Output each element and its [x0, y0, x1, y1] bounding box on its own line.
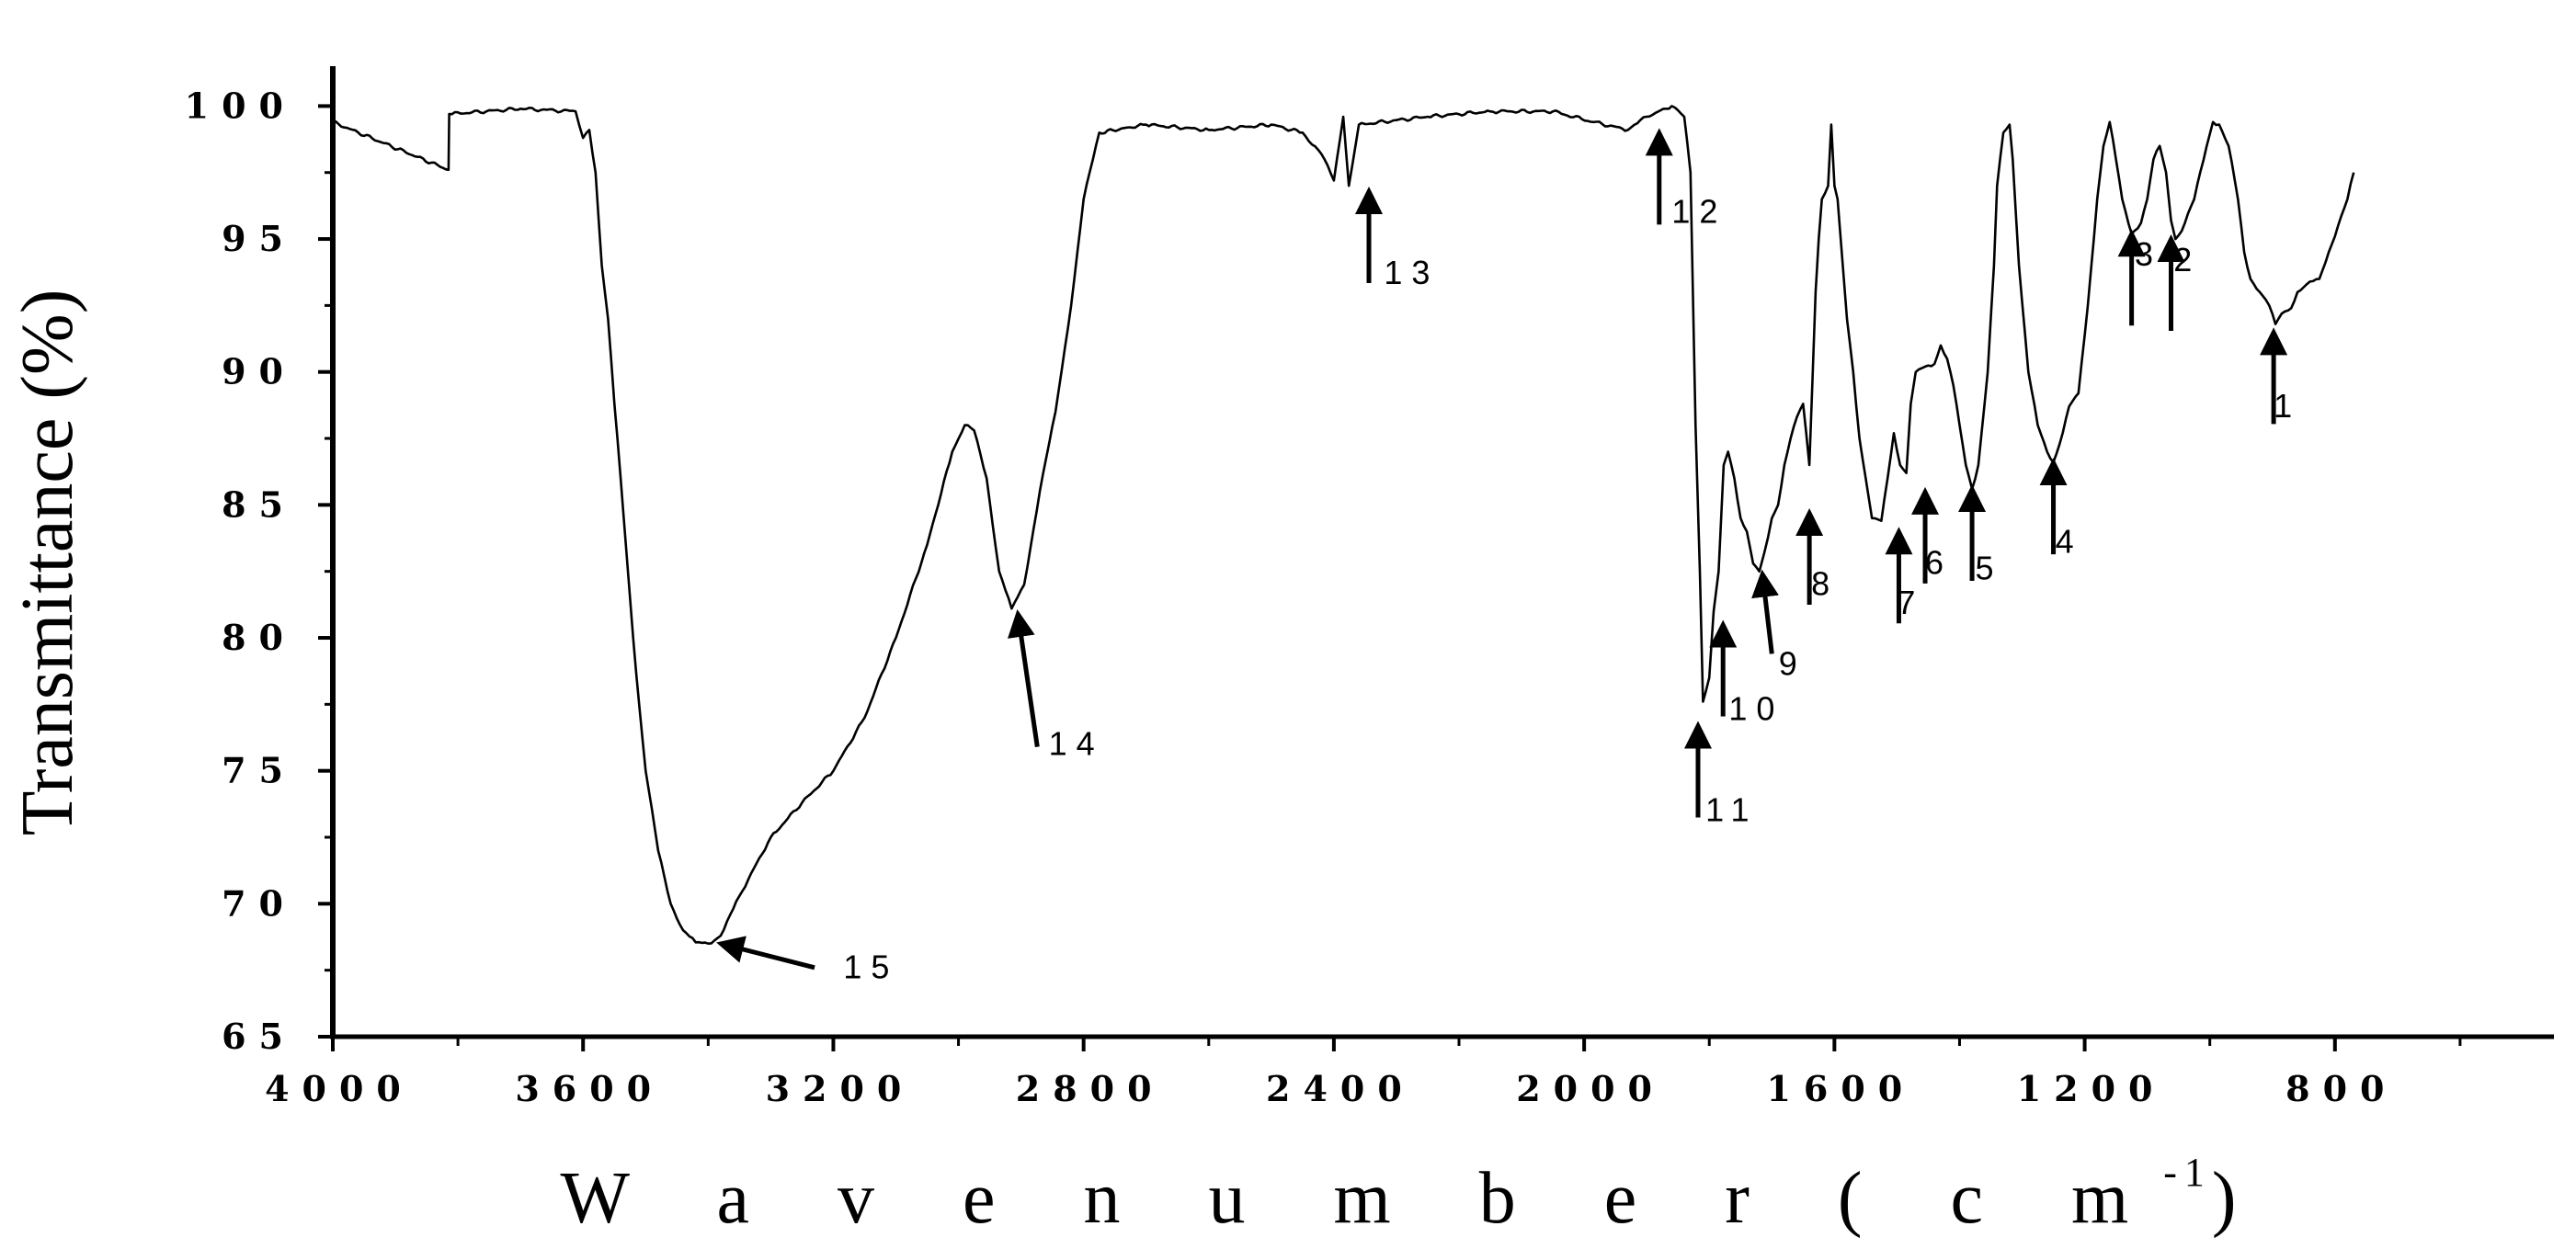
peak-label: 10 [1728, 690, 1784, 728]
y-tick-label: 95 [222, 218, 296, 259]
spectrum-line [332, 105, 2355, 945]
y-tick-label: 70 [222, 882, 296, 924]
peak-marker-15: 15 [716, 936, 898, 985]
y-tick-label: 90 [222, 351, 296, 392]
peak-label: 12 [1671, 193, 1727, 231]
peak-marker-4: 4 [2039, 458, 2083, 560]
x-tick-label: 800 [2285, 1068, 2397, 1109]
peak-label: 7 [1897, 584, 1924, 621]
spectrum-series [332, 105, 2355, 945]
y-tick-label: 75 [222, 750, 296, 791]
y-tick-label: 85 [222, 483, 296, 525]
peak-marker-9: 9 [1751, 569, 1807, 683]
peak-label: 14 [1049, 724, 1104, 762]
peak-marker-6: 6 [1911, 486, 1953, 584]
x-tick-label: 4000 [265, 1068, 414, 1109]
peak-label: 11 [1705, 791, 1758, 829]
y-tick-label: 80 [222, 617, 296, 658]
peak-arrow [1751, 569, 1779, 654]
peak-label: 2 [2173, 241, 2201, 278]
x-tick-label: 3600 [515, 1068, 664, 1109]
peak-marker-13: 13 [1355, 186, 1439, 291]
x-tick-label: 2400 [1266, 1068, 1415, 1109]
peak-label: 8 [1811, 565, 1839, 603]
x-axis-title-main: W a v e n u m b e r ( c m [560, 1158, 2163, 1239]
axes [330, 66, 2554, 1039]
x-tick-label: 1600 [1766, 1068, 1915, 1109]
peak-label: 15 [843, 948, 898, 985]
y-axis-title: Transmittance (%) [7, 290, 88, 836]
peak-marker-7: 7 [1885, 527, 1924, 624]
peak-label: 1 [2274, 387, 2301, 425]
x-tick-label: 3200 [766, 1068, 915, 1109]
peak-marker-8: 8 [1795, 508, 1839, 606]
y-tick-label: 100 [185, 85, 296, 126]
peak-marker-1: 1 [2260, 327, 2301, 425]
x-tick-label: 1200 [2017, 1068, 2166, 1109]
peak-arrow [1007, 609, 1040, 748]
peak-label: 6 [1925, 544, 1953, 582]
peak-marker-5: 5 [1958, 484, 2002, 586]
peak-label: 13 [1384, 254, 1439, 291]
peak-marker-2: 2 [2157, 234, 2201, 332]
peak-label: 5 [1975, 549, 2002, 586]
x-tick-label: 2000 [1516, 1068, 1665, 1109]
peak-marker-12: 12 [1645, 128, 1727, 231]
y-tick-label: 65 [222, 1016, 296, 1057]
x-axis-title-close: ) [2212, 1158, 2272, 1239]
peak-marker-10: 10 [1709, 619, 1784, 728]
x-axis-title: W a v e n u m b e r ( c m-1) [560, 1150, 2271, 1239]
peak-label: 9 [1779, 645, 1807, 683]
x-axis-title-superscript: -1 [2163, 1150, 2212, 1195]
peak-label: 4 [2056, 522, 2083, 560]
peak-label: 3 [2135, 235, 2162, 273]
peak-marker-3: 3 [2117, 229, 2162, 326]
peak-arrow [716, 936, 815, 971]
peak-marker-11: 11 [1683, 721, 1758, 829]
x-tick-label: 2800 [1016, 1068, 1165, 1109]
peak-marker-14: 14 [1007, 609, 1104, 762]
